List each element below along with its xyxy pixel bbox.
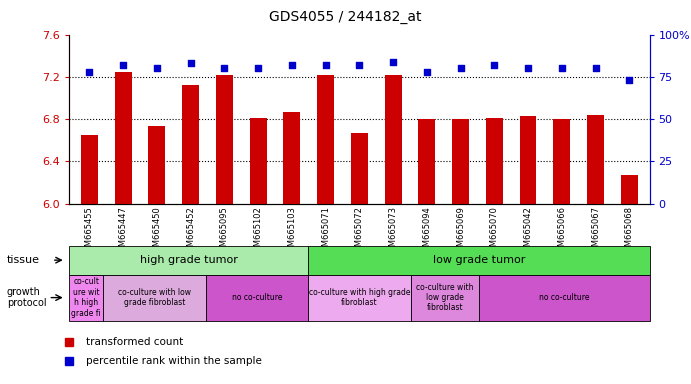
Text: transformed count: transformed count — [86, 337, 184, 347]
Bar — [587, 115, 604, 204]
Point — [624, 77, 635, 83]
Text: no co-culture: no co-culture — [231, 293, 282, 302]
Point — [522, 65, 533, 71]
Text: high grade tumor: high grade tumor — [140, 255, 238, 265]
Point — [84, 69, 95, 75]
Text: percentile rank within the sample: percentile rank within the sample — [86, 356, 263, 366]
Bar — [486, 118, 503, 204]
Point — [455, 65, 466, 71]
Bar — [69, 246, 308, 275]
Point — [388, 58, 399, 65]
Point — [422, 69, 433, 75]
Text: co-cult
ure wit
h high
grade fi: co-cult ure wit h high grade fi — [71, 278, 101, 318]
Text: co-culture with
low grade
fibroblast: co-culture with low grade fibroblast — [416, 283, 473, 313]
Bar — [81, 135, 98, 204]
Bar — [410, 275, 479, 321]
Point — [219, 65, 230, 71]
Text: co-culture with low
grade fibroblast: co-culture with low grade fibroblast — [118, 288, 191, 307]
Text: low grade tumor: low grade tumor — [433, 255, 525, 265]
Text: co-culture with high grade
fibroblast: co-culture with high grade fibroblast — [309, 288, 410, 307]
Point — [320, 62, 331, 68]
Point — [252, 65, 263, 71]
Bar — [351, 133, 368, 204]
Bar — [103, 275, 206, 321]
Point — [286, 62, 297, 68]
Bar — [283, 112, 301, 204]
Point — [151, 65, 162, 71]
Point — [185, 60, 196, 66]
Point — [489, 62, 500, 68]
Text: GDS4055 / 244182_at: GDS4055 / 244182_at — [269, 10, 422, 23]
Bar — [149, 126, 165, 204]
Text: tissue: tissue — [7, 255, 40, 265]
Bar — [553, 119, 570, 204]
Bar — [182, 85, 199, 204]
Bar — [520, 116, 536, 204]
Bar — [216, 75, 233, 204]
Bar — [249, 118, 267, 204]
Point — [556, 65, 567, 71]
Bar — [479, 275, 650, 321]
Bar — [69, 275, 103, 321]
Bar — [452, 119, 469, 204]
Text: growth
protocol: growth protocol — [7, 287, 46, 308]
Bar — [206, 275, 308, 321]
Point — [117, 62, 129, 68]
Bar — [418, 119, 435, 204]
Bar — [385, 75, 401, 204]
Bar — [308, 275, 410, 321]
Bar — [308, 246, 650, 275]
Text: no co-culture: no co-culture — [539, 293, 589, 302]
Bar — [115, 71, 131, 204]
Bar — [317, 75, 334, 204]
Bar — [621, 175, 638, 204]
Point — [354, 62, 365, 68]
Point — [590, 65, 601, 71]
